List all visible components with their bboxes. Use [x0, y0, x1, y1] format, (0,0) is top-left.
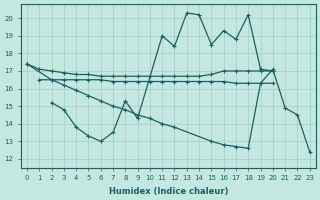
- X-axis label: Humidex (Indice chaleur): Humidex (Indice chaleur): [108, 187, 228, 196]
